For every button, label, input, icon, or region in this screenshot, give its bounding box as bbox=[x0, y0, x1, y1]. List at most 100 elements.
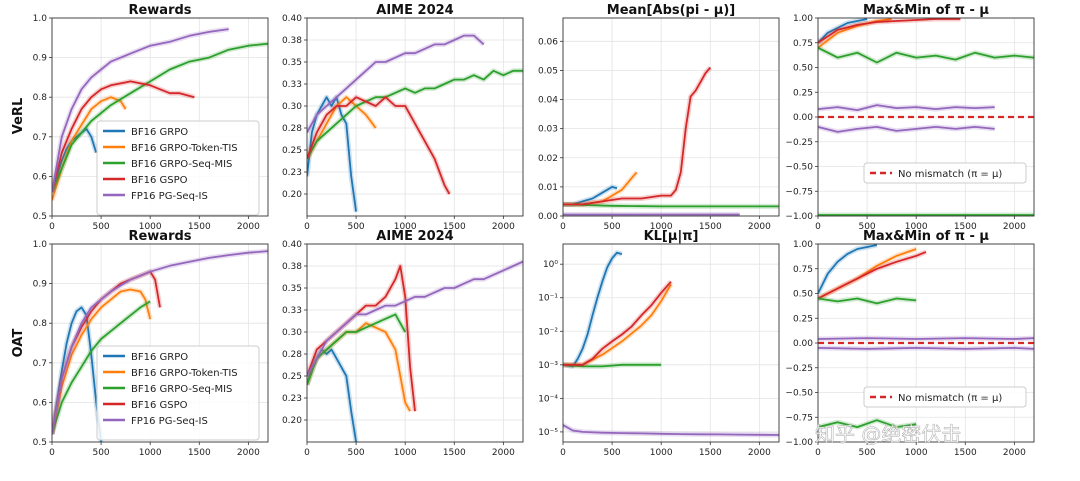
series-line-bf16-gspo bbox=[52, 80, 195, 193]
y-tick-label: −1.00 bbox=[785, 212, 813, 222]
y-tick-label: 10⁻³ bbox=[538, 361, 558, 371]
series-line-fp16-pg-seq-is bbox=[307, 260, 523, 377]
y-tick-label: 0.40 bbox=[282, 240, 302, 250]
legend-label: BF16 GRPO bbox=[131, 352, 188, 363]
x-tick-label: 2000 bbox=[748, 222, 771, 232]
y-tick-label: 0.50 bbox=[793, 290, 813, 300]
series-line-bf16-grpo-seq-mis bbox=[52, 300, 151, 435]
legend-reference-verl: No mismatch (π = μ) bbox=[863, 162, 1027, 184]
legend-box bbox=[863, 386, 1027, 408]
chart-title: Rewards bbox=[128, 229, 191, 244]
row-label-oat: OAT bbox=[11, 329, 26, 358]
y-tick-label: 0.23 bbox=[282, 168, 302, 178]
chart-verl_absdiff: 0 500 1000 1500 2000 0.00 0.01 0.02 0.03 0.04 0.05… bbox=[538, 3, 780, 232]
x-tick-label: 0 bbox=[49, 222, 55, 232]
y-tick-label: 1.00 bbox=[793, 14, 813, 24]
y-tick-label: 0.35 bbox=[282, 58, 302, 68]
y-tick-label: 0.23 bbox=[282, 394, 302, 404]
series-line-fp16-pg-seq-is-min bbox=[818, 126, 995, 133]
series-group bbox=[563, 250, 779, 438]
series-line-fp16-pg-seq-is bbox=[307, 34, 485, 133]
y-tick-label: 0.50 bbox=[793, 64, 813, 74]
chart-title: Max&Min of π - μ bbox=[863, 229, 989, 244]
x-tick-label: 0 bbox=[560, 448, 566, 458]
legend-methods-verl: BF16 GRPO BF16 GRPO-Token-TIS BF16 GRPO-Se… bbox=[96, 120, 260, 216]
y-tick-label: 10⁻⁴ bbox=[538, 394, 558, 404]
legend-reference-oat: No mismatch (π = μ) bbox=[863, 386, 1027, 408]
legend-label: BF16 GRPO-Token-TIS bbox=[131, 143, 238, 154]
series-line-fp16-pg-seq-is bbox=[52, 28, 229, 193]
y-tick-label: 0.38 bbox=[282, 262, 302, 272]
series-line-bf16-grpo-token-tis bbox=[52, 288, 152, 435]
y-tick-label: 0.6 bbox=[33, 172, 48, 182]
series-line-bf16-grpo-max bbox=[818, 244, 878, 294]
y-tick-label: −0.25 bbox=[785, 364, 813, 374]
legend-label: BF16 GSPO bbox=[131, 400, 188, 411]
x-tick-label: 1000 bbox=[139, 222, 162, 232]
series-line-fp16-pg-seq-is bbox=[52, 250, 268, 435]
x-tick-label: 2000 bbox=[492, 222, 515, 232]
y-tick-label: 10⁰ bbox=[543, 260, 558, 270]
x-tick-label: 0 bbox=[304, 222, 310, 232]
y-tick-label: 0.33 bbox=[282, 306, 302, 316]
series-halo-bf16-gspo-max bbox=[818, 249, 927, 301]
panels-group: 0 500 1000 1500 2000 0.5 0.6 0.7 0.8 0.9 1.0 Reward… bbox=[33, 3, 1035, 458]
y-tick-label: 0.8 bbox=[33, 93, 48, 103]
y-tick-label: 0.00 bbox=[538, 212, 558, 222]
legends-group: BF16 GRPO BF16 GRPO-Token-TIS BF16 GRPO-Se… bbox=[96, 120, 1027, 441]
series-line-fp16-pg-seq-is bbox=[563, 424, 779, 436]
axes-frame bbox=[817, 243, 1035, 443]
series-line-bf16-gspo-max bbox=[818, 18, 961, 44]
chart-oat_maxmin: 0 500 1000 1500 2000 −1.00 −0.75 −0.50 −0.25 0.00… bbox=[785, 229, 1035, 458]
legend-box bbox=[863, 162, 1027, 184]
x-tick-label: 0 bbox=[560, 222, 566, 232]
x-tick-label: 1500 bbox=[954, 448, 977, 458]
y-tick-label: 10⁻⁵ bbox=[538, 428, 558, 438]
axes-frame bbox=[562, 243, 780, 443]
chart-oat_kl: 0 500 1000 1500 2000 10⁻⁵ 10⁻⁴ 10⁻³ 10⁻² 10⁻¹ 10⁰ K… bbox=[538, 229, 780, 458]
series-group bbox=[52, 248, 268, 442]
y-tick-label: −0.50 bbox=[785, 389, 813, 399]
series-line-bf16-grpo bbox=[307, 96, 357, 212]
axes-frame bbox=[817, 17, 1035, 217]
y-tick-label: −1.00 bbox=[785, 438, 813, 448]
y-tick-label: 0.9 bbox=[33, 54, 48, 64]
series-line-bf16-gspo bbox=[307, 96, 451, 195]
x-tick-label: 500 bbox=[603, 222, 620, 232]
x-tick-label: 0 bbox=[815, 222, 821, 232]
y-tick-label: 0.35 bbox=[282, 284, 302, 294]
series-line-fp16-pg-seq-is-max bbox=[818, 337, 1034, 340]
x-tick-label: 1500 bbox=[699, 222, 722, 232]
x-tick-label: 1500 bbox=[188, 222, 211, 232]
x-tick-label: 500 bbox=[347, 222, 364, 232]
chart-oat_aime: 0 500 1000 1500 2000 0.20 0.23 0.25 0.28 0.30 0.33… bbox=[282, 229, 524, 458]
y-tick-label: 0.20 bbox=[282, 190, 302, 200]
y-tick-label: 0.02 bbox=[538, 154, 558, 164]
y-tick-label: 0.40 bbox=[282, 14, 302, 24]
y-tick-label: 0.6 bbox=[33, 398, 48, 408]
y-tick-label: 0.75 bbox=[793, 265, 813, 275]
x-tick-label: 500 bbox=[858, 448, 875, 458]
x-tick-label: 2000 bbox=[1003, 222, 1026, 232]
series-halo-bf16-gspo-max bbox=[818, 18, 961, 45]
x-tick-label: 2000 bbox=[748, 448, 771, 458]
chart-title: AIME 2024 bbox=[376, 3, 453, 18]
y-tick-label: 0.25 bbox=[282, 146, 302, 156]
series-line-bf16-grpo-token-tis bbox=[307, 96, 377, 160]
chart-oat_rewards: 0 500 1000 1500 2000 0.5 0.6 0.7 0.8 0.9 1.0 Reward… bbox=[33, 229, 269, 458]
y-tick-label: 0.01 bbox=[538, 183, 558, 193]
legend-box bbox=[96, 345, 260, 441]
y-tick-label: −0.25 bbox=[785, 138, 813, 148]
chart-title: AIME 2024 bbox=[376, 229, 453, 244]
series-line-bf16-grpo-seq-mis-min bbox=[818, 419, 917, 429]
x-tick-label: 1000 bbox=[139, 448, 162, 458]
x-tick-label: 1000 bbox=[905, 222, 928, 232]
x-tick-label: 500 bbox=[347, 448, 364, 458]
row-label-verl: VeRL bbox=[11, 98, 26, 134]
axes-frame bbox=[51, 17, 269, 217]
y-tick-label: 0.05 bbox=[538, 66, 558, 76]
x-tick-label: 0 bbox=[815, 448, 821, 458]
y-tick-label: 0.04 bbox=[538, 96, 558, 106]
series-group bbox=[563, 65, 779, 216]
series-line-bf16-grpo-max bbox=[818, 18, 868, 44]
